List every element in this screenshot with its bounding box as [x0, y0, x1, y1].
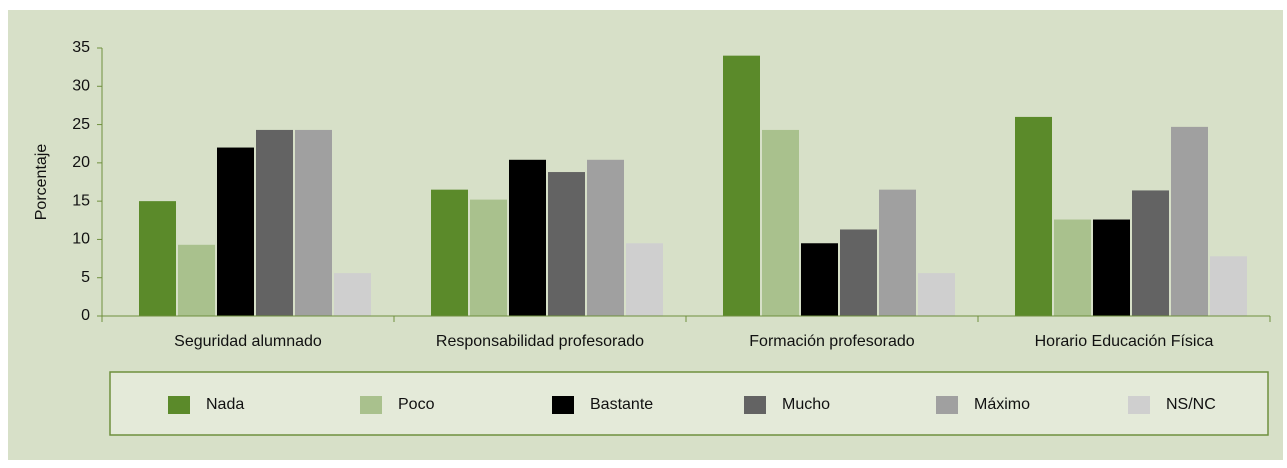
legend-swatch [360, 396, 382, 414]
bar [762, 129, 799, 316]
bar [918, 273, 955, 316]
bar [1015, 116, 1052, 317]
y-tick-label: 35 [72, 39, 90, 56]
bar [723, 55, 760, 317]
legend-swatch [168, 396, 190, 414]
legend-label: Bastante [590, 396, 653, 413]
bar [1171, 126, 1208, 317]
bar [1093, 219, 1130, 316]
legend-swatch [1128, 396, 1150, 414]
bar [840, 229, 877, 316]
y-tick-label: 0 [81, 307, 90, 324]
x-tick-label: Horario Educación Física [1035, 333, 1214, 350]
bar [1054, 219, 1091, 316]
legend-label: NS/NC [1166, 396, 1216, 413]
y-tick-label: 10 [72, 231, 90, 248]
legend-label: Nada [206, 396, 244, 413]
bar [1132, 190, 1169, 316]
bar [801, 243, 838, 316]
bar [470, 199, 507, 316]
bar [295, 129, 332, 316]
x-tick-label: Formación profesorado [749, 333, 915, 350]
y-tick-label: 5 [81, 269, 90, 286]
bar [139, 201, 176, 316]
bar [1210, 256, 1247, 316]
y-axis-label: Porcentaje [33, 144, 50, 221]
legend-label: Máximo [974, 396, 1030, 413]
legend-label: Mucho [782, 396, 830, 413]
bar [626, 243, 663, 316]
y-tick-label: 15 [72, 192, 90, 209]
bar [431, 189, 468, 316]
legend-box [109, 371, 1269, 436]
legend-swatch [744, 396, 766, 414]
bar [548, 172, 585, 316]
bar [334, 273, 371, 316]
legend-swatch [936, 396, 958, 414]
legend-label: Poco [398, 396, 435, 413]
bar [217, 147, 254, 316]
bar [879, 189, 916, 316]
y-tick-label: 20 [72, 154, 90, 171]
bar [587, 159, 624, 316]
bar [256, 129, 293, 316]
bar [509, 159, 546, 316]
bar [178, 244, 215, 316]
y-tick-label: 25 [72, 116, 90, 133]
x-tick-label: Seguridad alumnado [174, 333, 322, 350]
x-tick-label: Responsabilidad profesorado [436, 333, 644, 350]
y-tick-label: 30 [72, 78, 90, 95]
legend-swatch [552, 396, 574, 414]
